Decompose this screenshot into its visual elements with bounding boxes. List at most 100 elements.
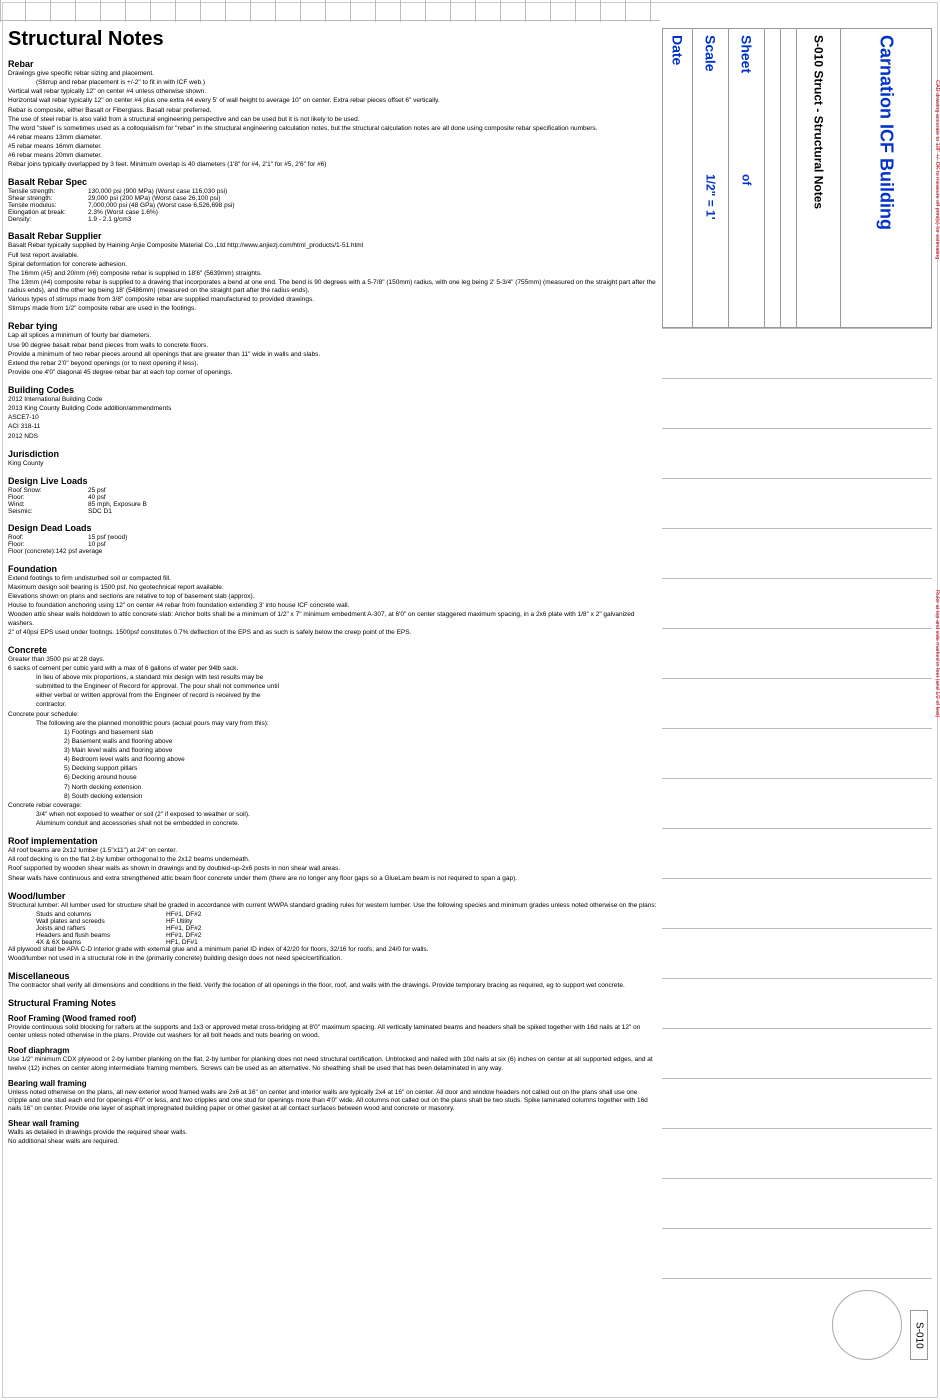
titleblock-scale-col: Scale 1/2" = 1' xyxy=(693,29,729,327)
roof-impl-heading: Roof implementation xyxy=(8,836,658,846)
spec-label: Joists and rafters xyxy=(36,925,166,932)
text: 3/4" when not exposed to weather or soil… xyxy=(8,811,658,819)
text: 8) South decking extension xyxy=(8,793,658,801)
text: The 13mm (#4) composite rebar is supplie… xyxy=(8,279,658,295)
spec-label: Floor: xyxy=(8,541,88,548)
text: Various types of stirrups made from 3/8"… xyxy=(8,296,658,304)
titleblock-sheetname-col: S-010 Struct - Structural Notes xyxy=(797,29,841,327)
spec-val: HF Utility xyxy=(166,918,201,925)
text: Provide continuous solid blocking for ra… xyxy=(8,1024,658,1040)
text: Drawings give specific rebar sizing and … xyxy=(8,70,658,78)
text: contractor. xyxy=(8,701,658,709)
sheet-value: of xyxy=(740,174,754,185)
text: The contractor shall verify all dimensio… xyxy=(8,982,658,990)
text: #4 rebar means 13mm diameter. xyxy=(8,134,658,142)
framing-heading: Structural Framing Notes xyxy=(8,998,658,1008)
spec-label: Floor: xyxy=(8,494,88,501)
project-name: Carnation ICF Building xyxy=(876,35,897,230)
text: The word "steel" is sometimes used as a … xyxy=(8,125,658,133)
text: #5 rebar means 16mm diameter. xyxy=(8,143,658,151)
text: All roof decking is on the flat 2-by lum… xyxy=(8,856,658,864)
live-loads-table: Roof Snow:25 psf Floor:40 psf Wind:85 mp… xyxy=(8,487,147,515)
text: Wooden attic shear walls holddown to att… xyxy=(8,611,658,627)
rebar-tying-heading: Rebar tying xyxy=(8,321,658,331)
scale-label: Scale xyxy=(703,35,719,72)
spec-val: HF#1, DF#2 xyxy=(166,911,201,918)
basalt-spec-heading: Basalt Rebar Spec xyxy=(8,177,658,187)
text: Roof supported by wooden shear walls as … xyxy=(8,865,658,873)
text: Lap all splices a minimum of fourty bar … xyxy=(8,332,658,340)
text: Greater than 3500 psi at 28 days. xyxy=(8,656,658,664)
foundation-heading: Foundation xyxy=(8,564,658,574)
spec-val: 85 mph, Exposure B xyxy=(88,501,147,508)
spec-val: 29,000 psi (200 MPa) (Worst case 26,100 … xyxy=(88,195,235,202)
text: 2" of 40psi EPS used under footings. 150… xyxy=(8,629,658,637)
text: Provide a minimum of two rebar pieces ar… xyxy=(8,351,658,359)
text: House to foundation anchoring using 12" … xyxy=(8,602,658,610)
text: The following are the planned monolithic… xyxy=(8,720,658,728)
spec-label: Wind: xyxy=(8,501,88,508)
spec-label: Density: xyxy=(8,216,88,223)
spec-val: HF#1, DF#2 xyxy=(166,925,201,932)
diaphragm-heading: Roof diaphragm xyxy=(8,1046,658,1055)
misc-heading: Miscellaneous xyxy=(8,971,658,981)
lumber-table: Studs and columnsHF#1, DF#2 Wall plates … xyxy=(8,911,201,946)
text: ACI 318-11 xyxy=(8,423,658,431)
stamp-circle xyxy=(832,1290,902,1360)
text: Elevations shown on plans and sections a… xyxy=(8,593,658,601)
wood-heading: Wood/lumber xyxy=(8,891,658,901)
dead-loads-heading: Design Dead Loads xyxy=(8,523,658,533)
shear-heading: Shear wall framing xyxy=(8,1119,658,1128)
spec-label: Wall plates and screeds xyxy=(36,918,166,925)
page-title: Structural Notes xyxy=(8,28,658,51)
text: Stirrups made from 1/2" composite rebar … xyxy=(8,305,658,313)
text: Walls as detailed in drawings provide th… xyxy=(8,1129,658,1137)
date-label: Date xyxy=(670,35,686,65)
spec-val: 1.9 - 2.1 g/cm3 xyxy=(88,216,235,223)
text: Floor (concrete):142 psf average xyxy=(8,548,658,556)
text: Vertical wall rebar typically 12" on cen… xyxy=(8,88,658,96)
text: Maximum design soil bearing is 1500 psf.… xyxy=(8,584,658,592)
text: 2) Basement walls and flooring above xyxy=(8,738,658,746)
spec-label: Roof Snow: xyxy=(8,487,88,494)
text: Horizontal wall rebar typically 12" on c… xyxy=(8,97,658,105)
text: #6 rebar means 20mm diameter. xyxy=(8,152,658,160)
text: 2012 International Building Code xyxy=(8,396,658,404)
spec-val: 15 psf (wood) xyxy=(88,534,127,541)
titleblock-sheet-col: Sheet of xyxy=(729,29,765,327)
text: Use 90 degree basalt rebar bend pieces f… xyxy=(8,342,658,350)
titleblock-blank xyxy=(781,29,797,327)
roof-framing-heading: Roof Framing (Wood framed roof) xyxy=(8,1014,658,1023)
text: Full test report available. xyxy=(8,252,658,260)
text: The 16mm (#5) and 20mm (#6) composite re… xyxy=(8,270,658,278)
jurisdiction-heading: Jurisdiction xyxy=(8,449,658,459)
spec-label: Elongation at break: xyxy=(8,209,88,216)
spec-val: 2.3% (Worst case 1.6%) xyxy=(88,209,235,216)
sheet-label: Sheet xyxy=(739,35,755,73)
text: King County xyxy=(8,460,658,468)
text: The use of steel rebar is also valid fro… xyxy=(8,116,658,124)
text: 6 sacks of cement per cubic yard with a … xyxy=(8,665,658,673)
text: Extend the rebar 2'0" beyond openings (o… xyxy=(8,360,658,368)
spec-val: 7,000,000 psi (48 GPa) (Worst case 6,526… xyxy=(88,202,235,209)
titleblock-project-col: Carnation ICF Building xyxy=(841,29,931,327)
text: Use 1/2" minimum CDX plywood or 2-by lum… xyxy=(8,1056,658,1072)
spec-val: 10 psf xyxy=(88,541,127,548)
spec-label: Tensile modulus: xyxy=(8,202,88,209)
sheet-tag: S-010 xyxy=(910,1310,928,1360)
titleblock-blank xyxy=(765,29,781,327)
text: All plywood shall be APA C-D interior gr… xyxy=(8,946,658,954)
text: Wood/lumber not used in a structural rol… xyxy=(8,955,658,963)
text: No additional shear walls are required. xyxy=(8,1138,658,1146)
text: submitted to the Engineer of Record for … xyxy=(8,683,658,691)
text: either verbal or written approval from t… xyxy=(8,692,658,700)
text: All roof beams are 2x12 lumber (1.5"x11"… xyxy=(8,847,658,855)
text: 6) Decking around house xyxy=(8,774,658,782)
bearing-heading: Bearing wall framing xyxy=(8,1079,658,1088)
spec-val: HF1, DF#1 xyxy=(166,939,201,946)
text: 7) North decking extension xyxy=(8,784,658,792)
text: Spiral deformation for concrete adhesion… xyxy=(8,261,658,269)
text: In lieu of above mix proportions, a stan… xyxy=(8,674,658,682)
text: (Stirrup and rebar placement is +/-2" to… xyxy=(8,79,658,87)
text: 3) Main level walls and flooring above xyxy=(8,747,658,755)
